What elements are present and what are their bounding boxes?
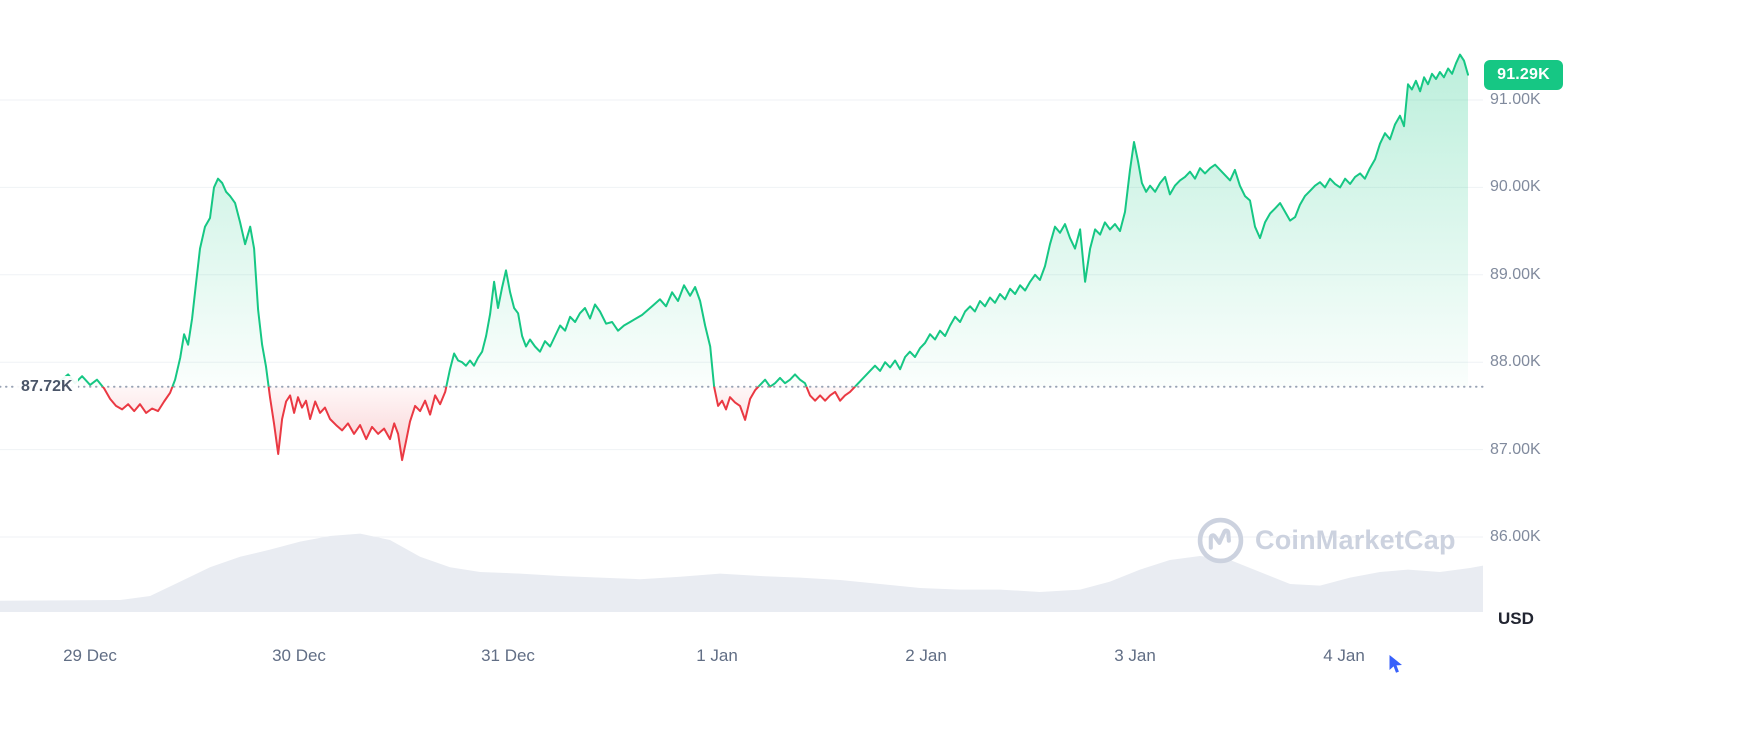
axis-unit-label: USD (1498, 609, 1534, 628)
y-axis-tick: 88.00K (1490, 353, 1541, 370)
x-axis-tick: 2 Jan (905, 646, 947, 665)
x-axis-tick: 31 Dec (481, 646, 535, 665)
baseline-price-label: 87.72K (16, 376, 78, 397)
y-axis-tick: 89.00K (1490, 266, 1541, 283)
last-price-badge: 91.29K (1484, 60, 1563, 90)
coinmarketcap-logo-icon (1197, 517, 1244, 563)
x-axis-tick: 4 Jan (1323, 646, 1365, 665)
y-axis-tick: 86.00K (1490, 528, 1541, 545)
x-axis-tick: 3 Jan (1114, 646, 1156, 665)
x-axis-tick: 1 Jan (696, 646, 738, 665)
y-axis-tick: 87.00K (1490, 441, 1541, 458)
y-axis-tick: 90.00K (1490, 178, 1541, 195)
y-axis-tick: 91.00K (1490, 91, 1541, 108)
watermark-text: CoinMarketCap (1255, 525, 1456, 555)
mouse-cursor-icon (1389, 655, 1402, 673)
coinmarketcap-watermark: CoinMarketCap (1197, 516, 1456, 564)
x-axis-tick: 30 Dec (272, 646, 326, 665)
x-axis-tick: 29 Dec (63, 646, 117, 665)
